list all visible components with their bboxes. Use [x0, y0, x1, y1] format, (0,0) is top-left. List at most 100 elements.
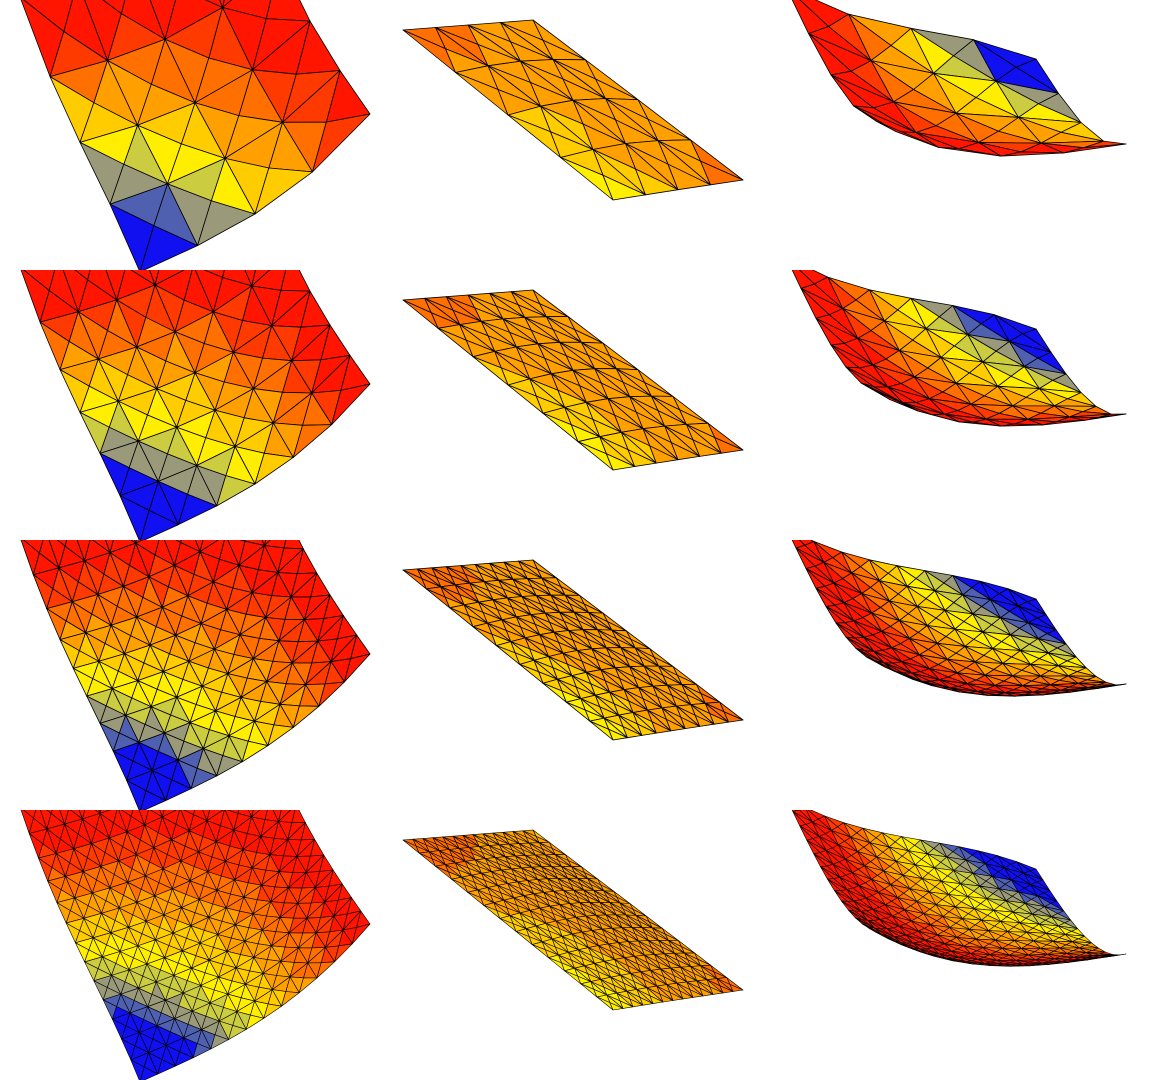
mesh-triangle: [903, 674, 933, 686]
mesh-triangle: [157, 1059, 176, 1075]
mesh-triangle: [971, 963, 992, 966]
mesh-triangle: [958, 421, 1002, 427]
mesh-triangle: [1014, 694, 1044, 697]
mesh-triangle: [267, 724, 294, 747]
mesh-triangle: [719, 985, 734, 994]
mesh-triangle: [931, 685, 960, 693]
mesh-panel-r3-c3: [766, 540, 1149, 810]
mesh-triangle: [265, 0, 311, 22]
mesh-triangle: [1067, 959, 1088, 963]
mesh-triangle: [140, 225, 198, 270]
mesh-triangle: [59, 369, 90, 413]
mesh-triangle: [649, 995, 664, 1004]
mesh-triangle: [670, 442, 701, 461]
mesh-triangle: [605, 453, 636, 471]
mesh-triangle: [958, 691, 988, 696]
mesh-triangle: [140, 1066, 158, 1080]
mesh-triangle: [312, 113, 371, 173]
mesh-triangle: [254, 452, 294, 485]
mesh-triangle: [875, 660, 905, 676]
mesh-triangle: [667, 163, 711, 191]
mesh-triangle: [714, 437, 744, 454]
mesh-triangle: [292, 424, 333, 458]
mesh-triangle: [190, 767, 218, 790]
mesh-triangle: [894, 941, 915, 950]
mesh-triangle: [351, 923, 371, 945]
mesh-triangle: [835, 622, 856, 639]
mesh-triangle: [651, 721, 672, 734]
mesh-triangle: [854, 917, 869, 927]
mesh-triangle: [216, 755, 243, 777]
mesh-triangle: [619, 1000, 634, 1009]
mesh-triangle: [159, 810, 165, 818]
mesh-triangle: [102, 0, 126, 15]
mesh-triangle: [316, 961, 335, 979]
mesh-panel-r2-c3: [766, 270, 1149, 540]
mesh-triangle: [1097, 683, 1127, 689]
mesh-triangle: [917, 410, 960, 423]
mesh-triangle: [102, 999, 117, 1020]
mesh-surface: [402, 559, 744, 741]
mesh-triangle: [244, 270, 256, 287]
mesh-triangle: [202, 810, 210, 821]
mesh-panel-r1-c3: [766, 0, 1149, 270]
mesh-triangle: [629, 998, 644, 1008]
mesh-triangle: [519, 664, 544, 684]
mesh-panel-r3-c1: [0, 540, 383, 810]
mesh-surface: [20, 0, 371, 270]
mesh-triangle: [679, 990, 694, 1000]
mesh-triangle: [986, 694, 1016, 697]
mesh-triangle: [228, 1025, 247, 1040]
mesh-triangle: [622, 726, 643, 739]
mesh-triangle: [175, 1051, 194, 1067]
mesh-triangle: [729, 984, 744, 992]
mesh-triangle: [689, 989, 704, 998]
mesh-triangle: [798, 540, 815, 546]
mesh-triangle: [222, 0, 233, 8]
mesh-triangle: [1010, 965, 1031, 967]
mesh-triangle: [680, 716, 701, 730]
mesh-panel-r2-c1: [0, 270, 383, 540]
mesh-triangle: [636, 723, 657, 736]
mesh-triangle: [723, 711, 744, 723]
mesh-panel-r4-c2: [383, 810, 766, 1080]
mesh-panel-r2-c2: [383, 270, 766, 540]
mesh-triangle: [93, 980, 108, 1001]
mesh-triangle: [219, 0, 225, 8]
mesh-triangle: [815, 317, 845, 346]
mesh-surface: [791, 540, 1127, 697]
mesh-triangle: [565, 701, 591, 722]
mesh-triangle: [112, 750, 134, 781]
mesh-triangle: [1106, 953, 1127, 958]
mesh-triangle: [1042, 691, 1071, 696]
mesh-triangle: [343, 653, 371, 683]
mesh-triangle: [875, 930, 896, 942]
mesh-triangle: [318, 681, 345, 707]
mesh-triangle: [434, 865, 452, 880]
mesh-triangle: [165, 779, 192, 802]
mesh-triangle: [1048, 962, 1069, 965]
mesh-triangle: [635, 168, 679, 196]
mesh-surface: [402, 19, 744, 201]
mesh-triangle: [1083, 413, 1127, 421]
mesh-triangle: [78, 810, 86, 820]
mesh-triangle: [806, 839, 821, 855]
mesh-triangle: [1087, 956, 1108, 961]
mesh-triangle: [699, 987, 714, 997]
mesh-triangle: [709, 713, 730, 725]
mesh-triangle: [149, 270, 160, 286]
mesh-surface: [20, 270, 371, 540]
mesh-surface: [791, 0, 1127, 157]
mesh-triangle: [1069, 687, 1099, 693]
mesh-triangle: [194, 540, 204, 553]
mesh-triangle: [38, 857, 53, 882]
mesh-triangle: [791, 270, 815, 289]
mesh-triangle: [334, 943, 353, 963]
mesh-panel-r4-c3: [766, 810, 1149, 1080]
mesh-triangle: [1042, 419, 1085, 426]
mesh-surface: [20, 810, 371, 1080]
mesh-triangle: [841, 900, 855, 912]
mesh-triangle: [331, 383, 371, 426]
mesh-triangle: [694, 714, 715, 727]
